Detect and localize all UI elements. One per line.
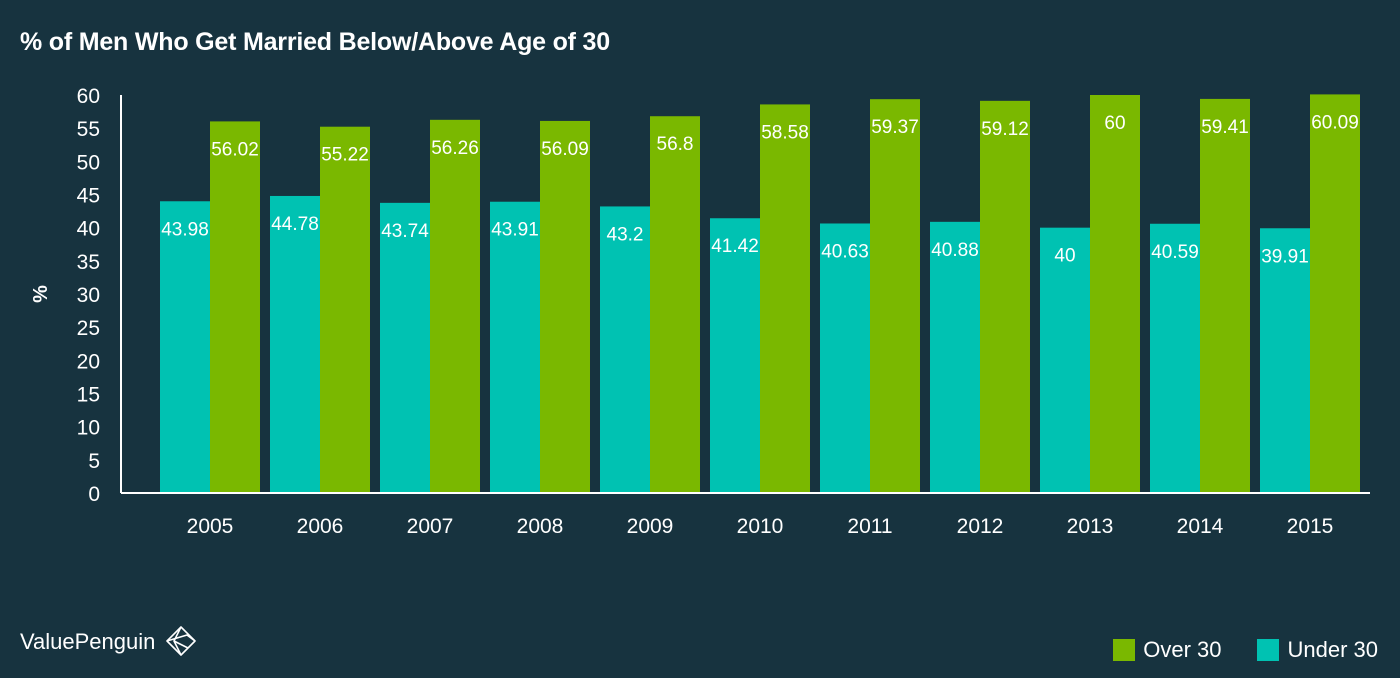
x-tick-label: 2007 <box>407 515 454 538</box>
x-tick-label: 2008 <box>517 515 564 538</box>
data-label-under-30: 40.63 <box>821 241 869 262</box>
data-label-over-30: 59.41 <box>1201 117 1249 138</box>
y-tick-label: 5 <box>88 450 100 473</box>
bar-under-30 <box>1150 223 1200 494</box>
x-tick-label: 2010 <box>737 515 784 538</box>
x-axis: 2005 2006 2007 2008 2009 2010 2011 2012 2013 2014… <box>121 492 1370 538</box>
y-tick-label: 15 <box>77 384 100 407</box>
y-tick-label: 40 <box>77 218 100 241</box>
data-label-under-30: 43.91 <box>491 220 539 241</box>
legend-swatch-over-30 <box>1113 639 1136 661</box>
y-tick-label: 10 <box>77 417 100 440</box>
x-tick-label: 2005 <box>187 515 234 538</box>
data-label-under-30: 43.98 <box>161 219 209 240</box>
legend-item-over-30: Over 30 <box>1113 637 1221 663</box>
y-tick-label: 45 <box>77 185 100 208</box>
legend-label-over-30: Over 30 <box>1143 637 1222 662</box>
legend-label-under-30: Under 30 <box>1287 637 1378 662</box>
valuepenguin-logo-icon <box>163 624 199 660</box>
bar-under-30 <box>160 201 210 494</box>
bar-over-30 <box>870 99 920 493</box>
bar-over-30 <box>210 121 260 493</box>
bar-under-30 <box>820 223 870 493</box>
bar-chart: 0 5 10 15 20 25 30 35 40 45 50 55 60% 43.98 56.02 44.7… <box>30 85 1370 538</box>
data-label-under-30: 39.91 <box>1261 246 1309 267</box>
data-label-under-30: 40 <box>1054 246 1075 267</box>
data-label-over-30: 60.09 <box>1311 112 1359 133</box>
bar-under-30 <box>270 195 320 493</box>
x-tick-label: 2013 <box>1067 515 1114 538</box>
bar-under-30 <box>930 221 980 493</box>
y-tick-label: 50 <box>77 151 100 174</box>
data-label-over-30: 56.26 <box>431 138 479 159</box>
data-label-over-30: 60 <box>1104 113 1125 134</box>
x-tick-label: 2009 <box>627 515 674 538</box>
data-label-under-30: 40.88 <box>931 240 979 261</box>
data-label-over-30: 56.09 <box>541 139 589 160</box>
y-tick-label: 20 <box>77 350 100 373</box>
bar-over-30 <box>1310 94 1360 493</box>
x-tick-label: 2015 <box>1287 515 1334 538</box>
bar-over-30 <box>760 104 810 493</box>
bar-under-30 <box>600 206 650 493</box>
bar-under-30 <box>490 201 540 493</box>
data-label-under-30: 41.42 <box>711 236 759 257</box>
x-tick-label: 2014 <box>1177 515 1224 538</box>
bar-under-30 <box>380 202 430 493</box>
data-label-under-30: 44.78 <box>271 214 319 235</box>
legend-swatch-under-30 <box>1257 639 1280 661</box>
legend-item-under-30: Under 30 <box>1257 637 1378 663</box>
bar-under-30 <box>1260 228 1310 493</box>
data-label-over-30: 58.58 <box>761 122 809 143</box>
y-tick-label: 35 <box>77 251 100 274</box>
bar-over-30 <box>980 100 1030 493</box>
bar-over-30 <box>650 116 700 493</box>
data-label-over-30: 59.12 <box>981 119 1029 140</box>
y-axis: 0 5 10 15 20 25 30 35 40 45 50 55 60% <box>30 85 122 506</box>
y-tick-label: 25 <box>77 317 100 340</box>
bar-over-30 <box>1090 95 1140 493</box>
data-label-under-30: 43.2 <box>607 224 644 245</box>
y-tick-label: 30 <box>77 284 100 307</box>
y-axis-label: % <box>30 285 52 303</box>
chart-title: % of Men Who Get Married Below/Above Age… <box>20 28 610 56</box>
bar-over-30 <box>430 119 480 494</box>
data-label-under-30: 40.59 <box>1151 242 1199 263</box>
x-tick-label: 2012 <box>957 515 1004 538</box>
bar-under-30 <box>1040 227 1090 493</box>
x-tick-label: 2011 <box>847 515 892 538</box>
brand-logo: ValuePenguin <box>20 624 199 660</box>
x-tick-label: 2006 <box>297 515 344 538</box>
brand-name: ValuePenguin <box>20 629 156 654</box>
bar-over-30 <box>1200 98 1250 493</box>
data-labels: 43.98 56.02 44.78 55.22 43.74 56.26 43.91 56.09… <box>161 112 1359 267</box>
bar-over-30 <box>320 126 370 493</box>
data-label-under-30: 43.74 <box>381 221 429 242</box>
bar-under-30 <box>710 218 760 494</box>
chart-legend: Over 30 Under 30 <box>1113 637 1378 663</box>
y-tick-label: 60 <box>77 85 100 108</box>
y-tick-label: 55 <box>77 118 100 141</box>
data-label-over-30: 56.8 <box>657 134 694 155</box>
bars <box>160 94 1360 494</box>
y-tick-label: 0 <box>88 483 100 506</box>
data-label-over-30: 59.37 <box>871 117 919 138</box>
data-label-over-30: 55.22 <box>321 145 369 166</box>
bar-over-30 <box>540 120 590 493</box>
data-label-over-30: 56.02 <box>211 139 259 160</box>
